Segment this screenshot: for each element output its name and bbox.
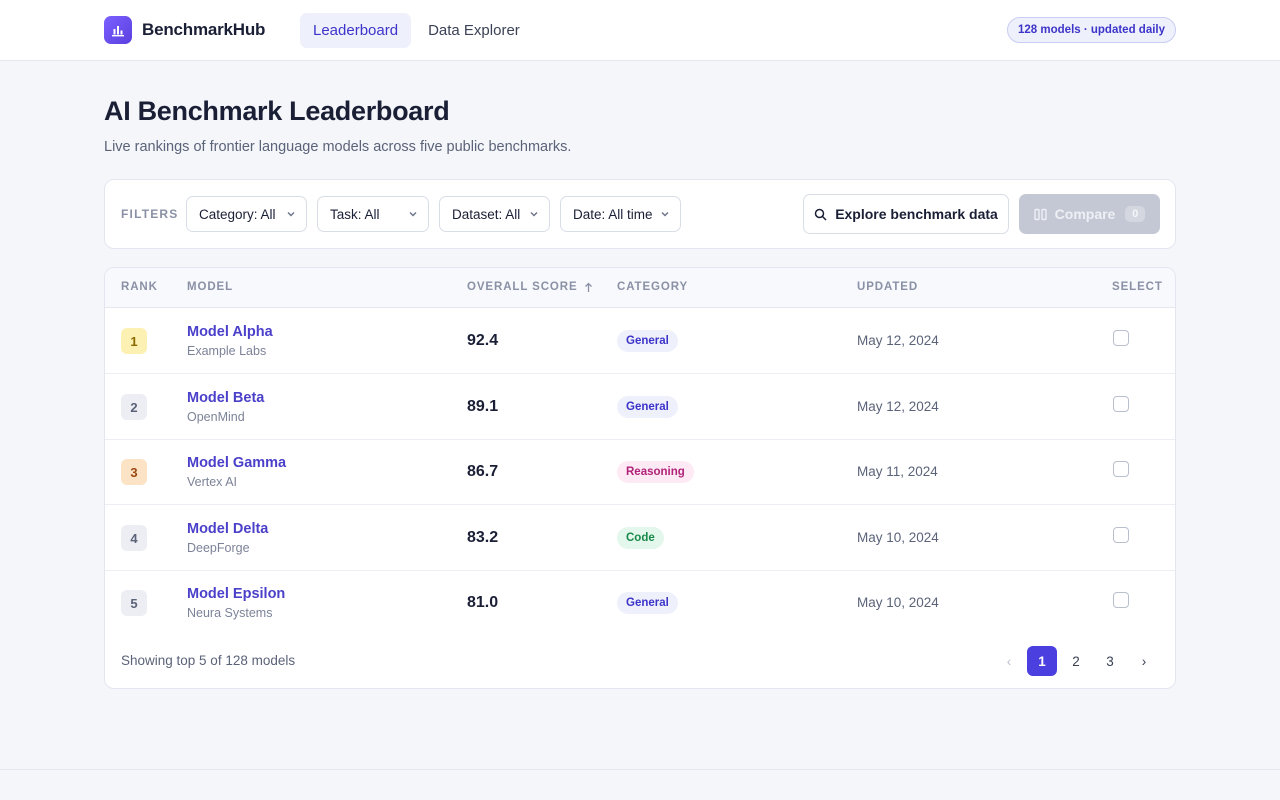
- rank-badge: 3: [121, 459, 147, 485]
- updated-date: May 10, 2024: [857, 530, 939, 545]
- category-badge: General: [617, 592, 678, 614]
- overall-score: 92.4: [467, 332, 499, 349]
- chevron-down-icon: [409, 212, 417, 217]
- header-category: CATEGORY: [617, 281, 689, 293]
- table-row: 5 Model Epsilon Neura Systems 81.0 Gener…: [105, 570, 1175, 636]
- page-title: AI Benchmark Leaderboard: [104, 96, 450, 126]
- select-checkbox[interactable]: [1113, 461, 1129, 477]
- chevron-down-icon: [287, 212, 295, 217]
- search-icon: [814, 208, 827, 221]
- overall-score: 86.7: [467, 463, 499, 480]
- model-org: Example Labs: [187, 344, 267, 358]
- table-header: RANK MODEL OVERALL SCORE CATEGORY UPDATE…: [105, 268, 1175, 308]
- model-name-link[interactable]: Model Delta: [187, 521, 269, 537]
- overall-score: 89.1: [467, 398, 499, 415]
- chevron-down-icon: [661, 212, 669, 217]
- explore-data-label: Explore benchmark data: [835, 206, 998, 222]
- compare-count-badge: 0: [1125, 206, 1146, 222]
- page-button-3[interactable]: 3: [1106, 653, 1114, 669]
- columns-icon: [1033, 208, 1047, 220]
- rank-badge: 2: [121, 394, 147, 420]
- category-badge: Code: [617, 527, 664, 549]
- next-page-button[interactable]: ›: [1141, 653, 1147, 669]
- select-checkbox[interactable]: [1113, 330, 1129, 346]
- select-checkbox[interactable]: [1113, 592, 1129, 608]
- leaderboard-table: RANK MODEL OVERALL SCORE CATEGORY UPDATE…: [104, 267, 1176, 689]
- header-overall-score[interactable]: OVERALL SCORE: [467, 281, 593, 293]
- page-button-1[interactable]: 1: [1027, 646, 1057, 676]
- table-row: 1 Model Alpha Example Labs 92.4 General …: [105, 308, 1175, 374]
- updated-date: May 11, 2024: [857, 464, 938, 479]
- brand[interactable]: BenchmarkHub: [104, 16, 265, 44]
- select-checkbox[interactable]: [1113, 527, 1129, 543]
- overall-score: 83.2: [467, 529, 499, 546]
- select-checkbox[interactable]: [1113, 396, 1129, 412]
- results-summary: Showing top 5 of 128 models: [121, 653, 296, 668]
- dataset-select-value: Dataset: All: [452, 206, 521, 222]
- header-select: SELECT: [1112, 281, 1163, 293]
- model-name-link[interactable]: Model Epsilon: [187, 586, 286, 602]
- main-nav: Leaderboard Data Explorer: [300, 13, 537, 48]
- model-org: OpenMind: [187, 410, 245, 424]
- table-row: 2 Model Beta OpenMind 89.1 General May 1…: [105, 374, 1175, 440]
- category-select-value: Category: All: [199, 206, 276, 222]
- date-select[interactable]: Date: All time: [560, 196, 681, 232]
- model-org: Vertex AI: [187, 475, 238, 489]
- table-row: 3 Model Gamma Vertex AI 86.7 Reasoning M…: [105, 439, 1175, 505]
- compare-button[interactable]: Compare 0: [1019, 194, 1160, 234]
- header-overall-score-label: OVERALL SCORE: [467, 281, 578, 293]
- explore-data-button[interactable]: Explore benchmark data: [803, 194, 1009, 234]
- category-badge: General: [617, 330, 678, 352]
- rank-badge: 1: [121, 328, 147, 354]
- status-badge: 128 models · updated daily: [1007, 17, 1176, 43]
- updated-date: May 12, 2024: [857, 333, 939, 348]
- header-rank: RANK: [121, 281, 158, 293]
- model-org: DeepForge: [187, 541, 250, 555]
- page-footer: [0, 769, 1280, 800]
- updated-date: May 12, 2024: [857, 399, 939, 414]
- filters-label: FILTERS: [121, 207, 179, 221]
- model-name-link[interactable]: Model Beta: [187, 390, 265, 406]
- rank-badge: 5: [121, 590, 147, 616]
- header-model: MODEL: [187, 281, 234, 293]
- dataset-select[interactable]: Dataset: All: [439, 196, 550, 232]
- model-name-link[interactable]: Model Gamma: [187, 455, 287, 471]
- overall-score: 81.0: [467, 594, 499, 611]
- filter-bar: FILTERS Category: All Task: All Dataset:…: [104, 179, 1176, 249]
- category-select[interactable]: Category: All: [186, 196, 307, 232]
- prev-page-button[interactable]: ‹: [1006, 653, 1012, 669]
- category-badge: Reasoning: [617, 461, 694, 483]
- model-name-link[interactable]: Model Alpha: [187, 324, 273, 340]
- page-button-2[interactable]: 2: [1072, 653, 1080, 669]
- top-bar: BenchmarkHub Leaderboard Data Explorer 1…: [0, 0, 1280, 61]
- brand-name: BenchmarkHub: [142, 20, 266, 39]
- date-select-value: Date: All time: [573, 206, 653, 222]
- header-updated: UPDATED: [857, 281, 919, 293]
- page-subtitle: Live rankings of frontier language model…: [104, 139, 572, 155]
- category-badge: General: [617, 396, 678, 418]
- chevron-down-icon: [530, 212, 538, 217]
- compare-label: Compare: [1054, 206, 1116, 222]
- table-row: 4 Model Delta DeepForge 83.2 Code May 10…: [105, 505, 1175, 571]
- tab-data-explorer[interactable]: Data Explorer: [428, 22, 520, 39]
- task-select[interactable]: Task: All: [317, 196, 429, 232]
- updated-date: May 10, 2024: [857, 595, 939, 610]
- bar-chart-icon: [104, 16, 132, 44]
- sort-arrow-up-icon: [584, 282, 592, 292]
- task-select-value: Task: All: [330, 206, 380, 222]
- tab-leaderboard[interactable]: Leaderboard: [300, 13, 412, 48]
- model-org: Neura Systems: [187, 606, 273, 620]
- rank-badge: 4: [121, 525, 147, 551]
